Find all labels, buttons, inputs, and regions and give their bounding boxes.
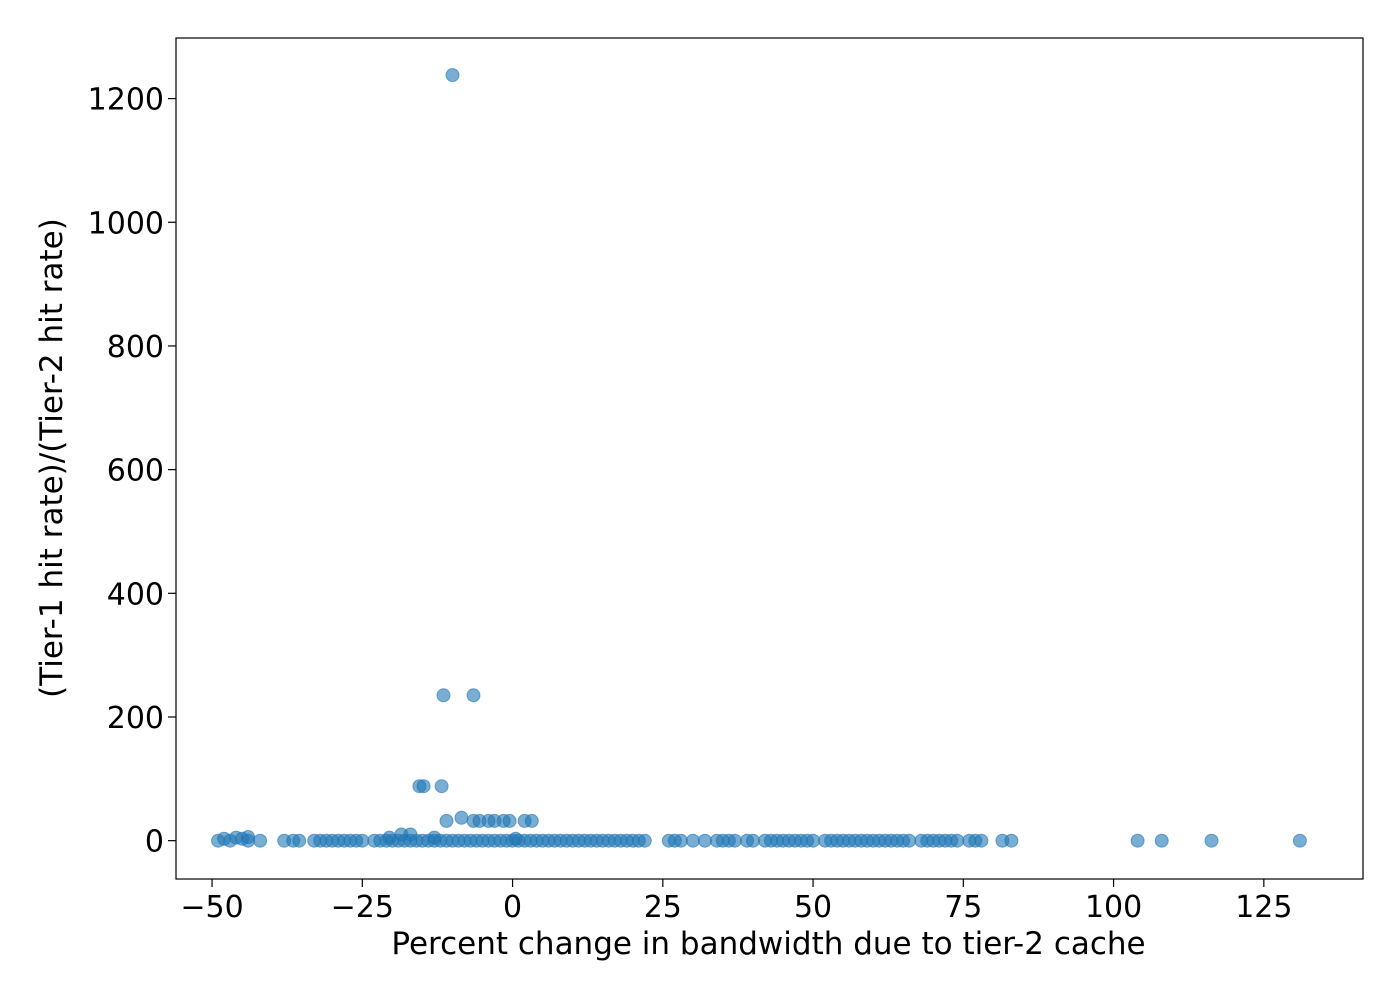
data-point [1130,833,1145,848]
x-tick-label: 125 [1235,890,1292,925]
data-point [434,779,449,794]
data-point [746,833,760,848]
data-point [253,833,268,848]
data-point [292,833,307,848]
y-tick-label: 400 [107,577,164,612]
data-point [1154,833,1169,848]
y-tick-label: 0 [145,825,164,860]
x-tick-label: −50 [180,890,243,925]
data-point [902,833,917,848]
x-axis-title: Percent change in bandwidth due to tier-… [391,926,1145,962]
data-point [502,813,517,828]
x-tick-label: 75 [944,890,982,925]
data-point [223,833,238,848]
y-tick-label: 1200 [88,83,164,118]
data-point [524,813,539,828]
data-point [727,833,742,848]
y-tick-label: 600 [107,454,164,489]
data-point [355,833,370,848]
data-point [416,779,431,794]
data-point [685,833,700,848]
x-axis: −50 −25 0 25 50 75 100 125 [180,879,1292,925]
x-tick-label: 100 [1085,890,1142,925]
x-tick-label: 0 [503,890,522,925]
data-point [445,68,460,83]
data-point [1204,833,1219,848]
y-axis: 0 200 400 600 800 1000 1200 [88,83,176,860]
y-tick-label: 800 [107,330,164,365]
data-point [950,833,965,848]
x-tick-label: −25 [331,890,394,925]
data-point [454,810,469,825]
data-point [637,833,652,848]
y-tick-label: 200 [107,701,164,736]
data-point [673,833,688,848]
data-point [1292,833,1307,848]
x-tick-label: 50 [794,890,832,925]
plot-frame [175,37,1364,880]
data-point [697,833,712,848]
y-axis-title: (Tier-1 hit rate)/(Tier-2 hit rate) [34,218,70,698]
data-point [241,833,256,848]
y-tick-label: 1000 [88,206,164,241]
data-point [974,833,989,848]
plot-area [176,38,1363,879]
data-point [439,813,454,828]
data-point [211,833,226,848]
data-point [1004,833,1019,848]
points-layer [211,68,1307,848]
data-point [436,688,451,703]
data-point [806,833,821,848]
x-tick-label: 25 [644,890,682,925]
data-point [466,688,481,703]
